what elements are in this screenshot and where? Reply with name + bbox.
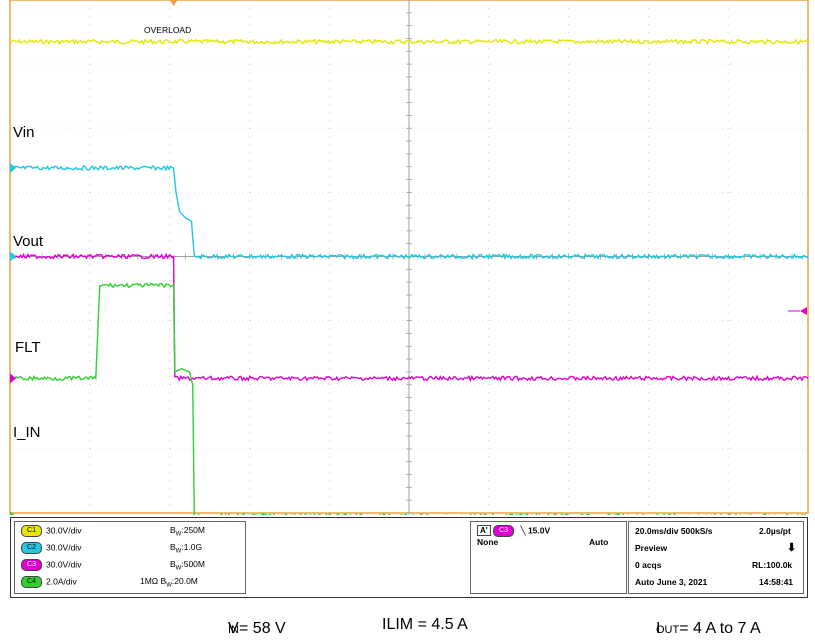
channel-scale-c1: 30.0V/div [46, 525, 82, 536]
scope-info-bar: C1 30.0V/div C2 30.0V/div C3 30.0V/div C4 2.… [10, 517, 808, 598]
timebase-box: 20.0ms/div 500kS/s 2.0µs/pt Preview ⬇ 0 … [628, 521, 804, 594]
channel-row-3: C3 30.0V/div [21, 559, 81, 573]
ground-marker [10, 511, 15, 515]
ilim-condition: ILIM = 4.5 A [382, 616, 468, 633]
vin-condition: V IN = 58 V [228, 620, 286, 637]
impedance-c4: 1MΩ [140, 576, 159, 586]
label-vin: Vin [13, 124, 34, 141]
acq-count: 0 acqs [635, 560, 662, 570]
bandwidth-c3: BW:500M [170, 559, 205, 572]
trigger-level: 15.0V [527, 525, 551, 536]
label-flt: FLT [15, 339, 41, 356]
trigger-level-marker [800, 307, 807, 316]
channel-badge-c2[interactable]: C2 [21, 542, 42, 554]
channel-badge-c3[interactable]: C3 [21, 559, 42, 571]
channel-badge-c4[interactable]: C4 [21, 576, 42, 588]
trace-FLT [9, 282, 807, 515]
time-stamp: 14:58:41 [759, 577, 794, 587]
ground-marker [10, 251, 16, 262]
ground-marker [10, 163, 16, 174]
channel-settings-box: C1 30.0V/div C2 30.0V/div C3 30.0V/div C4 2.… [14, 521, 246, 594]
trigger-row: A' C3 ╲ 15.0V [477, 525, 550, 539]
timebase-scale: 20.0ms/div 500kS/s [635, 526, 713, 536]
trace-Vout [9, 252, 809, 383]
trigger-source: None [477, 537, 499, 547]
oscilloscope-plot: OVERLOAD Vin Vout FLT I_IN [9, 0, 809, 515]
markers [10, 0, 807, 515]
channel-scale-c2: 30.0V/div [46, 542, 82, 553]
label-vout: Vout [13, 233, 44, 250]
falling-edge-icon: ╲ [520, 525, 526, 536]
trace-ch1 [9, 38, 809, 46]
channel-scale-c4: 2.0A/div [46, 576, 77, 587]
bandwidth-c4: 1MΩ BW:20.0M [140, 576, 198, 589]
channel-scale-c3: 30.0V/div [46, 559, 82, 570]
trigger-note-label: OVERLOAD [144, 25, 191, 35]
trace-Vin [9, 164, 809, 260]
test-conditions-caption: V IN = 58 V ILIM = 4.5 A I OUT = 4 A to 7 … [0, 612, 815, 640]
arrow-down-icon: ⬇ [787, 542, 797, 554]
ground-marker [10, 373, 16, 384]
record-length: RL:100.0k [752, 560, 793, 570]
bandwidth-c1: BW:250M [170, 525, 205, 538]
channel-row-1: C1 30.0V/div [21, 525, 81, 539]
iout-condition: I OUT = 4 A to 7 A [656, 620, 761, 637]
date-stamp: Auto June 3, 2021 [635, 577, 708, 587]
bandwidth-c2: BW:1.0G [170, 542, 203, 555]
channel-row-4: C4 2.0A/div [21, 576, 77, 590]
channel-badge-c1[interactable]: C1 [21, 525, 42, 537]
trigger-position-marker [169, 0, 178, 6]
traces [9, 38, 809, 515]
trigger-channel-badge[interactable]: C3 [493, 525, 515, 537]
trigger-box: A' C3 ╲ 15.0V None Auto [470, 521, 627, 594]
label-i-in: I_IN [13, 424, 41, 441]
trigger-auto: Auto [589, 537, 609, 547]
acq-mode: Preview [635, 543, 668, 553]
trigger-mode: A' [477, 525, 491, 537]
channel-row-2: C2 30.0V/div [21, 542, 81, 556]
time-per-point: 2.0µs/pt [759, 526, 791, 536]
